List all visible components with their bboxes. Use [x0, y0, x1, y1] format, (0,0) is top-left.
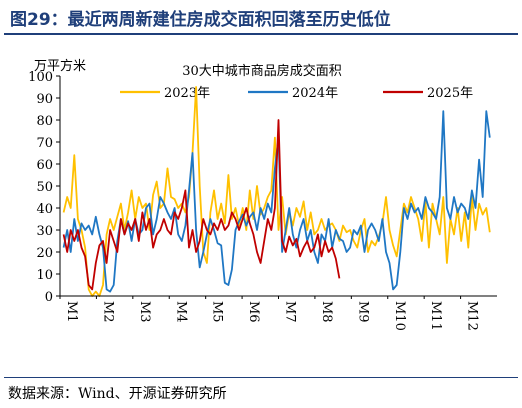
x-tick-label-m6: M6 — [246, 301, 261, 323]
figure-title: 图29：最近两周新建住房成交面积回落至历史低位 — [10, 10, 391, 30]
x-tick-label-m8: M8 — [319, 301, 334, 323]
legend-label-2023: 2023年 — [164, 86, 210, 101]
y-tick-label: 60 — [36, 158, 53, 173]
y-tick-label: 20 — [36, 246, 53, 261]
y-tick-label: 90 — [36, 92, 53, 107]
y-axis-unit-label: 万平方米 — [34, 58, 86, 74]
x-tick-label-m12: M12 — [465, 301, 480, 331]
y-tick-label: 80 — [36, 114, 53, 129]
x-tick-label-m10: M10 — [392, 301, 407, 331]
series-lines — [62, 86, 491, 297]
title-divider — [4, 33, 518, 35]
y-tick-label: 50 — [36, 180, 53, 195]
y-tick-label: 10 — [36, 268, 53, 283]
source-note: 数据来源：Wind、开源证券研究所 — [8, 386, 227, 402]
y-tick-label: 30 — [36, 224, 53, 239]
x-axis: M1 M2 M3 M4 M5 M6 M7 M8 M9 M10 M11 M12 — [59, 296, 480, 331]
y-axis: 0 10 20 30 40 50 60 70 80 90 100 — [28, 70, 60, 305]
x-tick-label-m7: M7 — [283, 301, 298, 323]
line-chart: 万平方米 30大中城市商品房成交面积 2023年 2024年 2025年 0 10… — [28, 58, 497, 331]
x-tick-label-m3: M3 — [137, 301, 152, 323]
chart-title: 30大中城市商品房成交面积 — [182, 63, 342, 79]
x-tick-label-m4: M4 — [173, 301, 188, 323]
legend-item-2025: 2025年 — [383, 86, 473, 101]
y-tick-label: 70 — [36, 136, 53, 151]
legend-item-2023: 2023年 — [120, 86, 210, 101]
footer-divider — [4, 377, 518, 378]
legend: 2023年 2024年 2025年 — [120, 86, 473, 101]
legend-label-2025: 2025年 — [427, 86, 473, 101]
x-tick-label-m5: M5 — [210, 301, 225, 323]
legend-item-2024: 2024年 — [248, 86, 338, 101]
y-tick-label: 100 — [28, 70, 53, 85]
x-tick-label-m2: M2 — [100, 301, 115, 323]
x-tick-label-m9: M9 — [355, 301, 370, 323]
legend-label-2024: 2024年 — [292, 86, 338, 101]
series-line-2025 — [62, 119, 341, 291]
series-line-2023 — [62, 86, 491, 297]
x-tick-label-m1: M1 — [64, 301, 79, 323]
y-tick-label: 40 — [36, 202, 53, 217]
y-tick-label: 0 — [45, 290, 53, 305]
x-tick-label-m11: M11 — [428, 301, 443, 331]
